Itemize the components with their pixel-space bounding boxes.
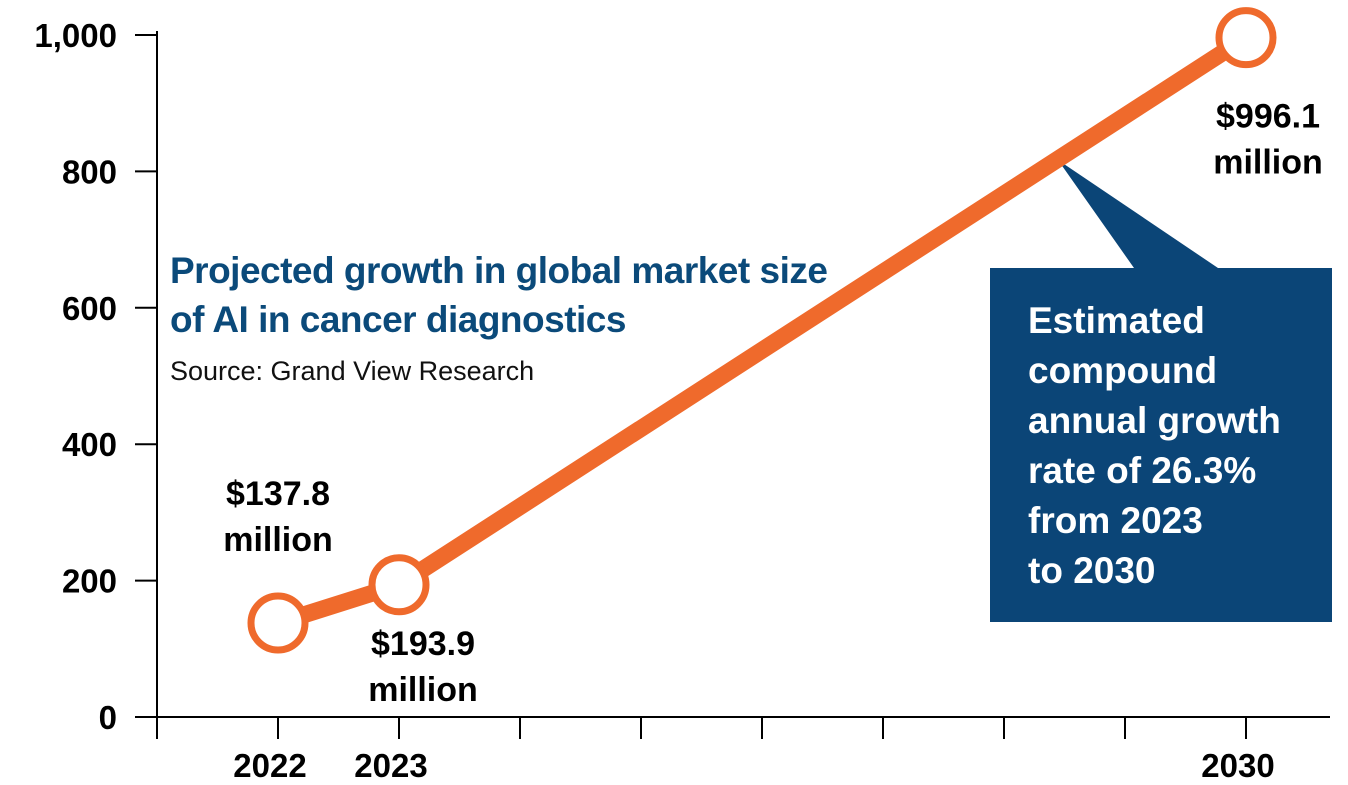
- data-point-marker: [368, 554, 430, 616]
- data-labels: $137.8 million $193.9 million $996.1 million: [223, 98, 1323, 709]
- data-label: $996.1 million: [1213, 98, 1323, 182]
- data-point-marker: [1215, 7, 1277, 69]
- y-tick-label: 200: [62, 563, 117, 600]
- x-tick-label: 2023: [354, 747, 427, 784]
- series-group: [247, 7, 1277, 654]
- data-point-marker: [247, 592, 309, 654]
- chart-source: Source: Grand View Research: [170, 356, 535, 386]
- callout-text: Estimated compound annual growth rate of…: [1028, 300, 1281, 591]
- y-tick-label: 800: [62, 153, 117, 190]
- x-tick-label: 2022: [233, 747, 306, 784]
- data-label: $137.8 million: [223, 475, 333, 559]
- y-tick-label: 600: [62, 290, 117, 327]
- axes: 0 200 400 600 800 1,000 2022 2023 2030: [34, 17, 1330, 784]
- y-tick-label: 0: [99, 699, 117, 736]
- y-tick-label: 1,000: [34, 17, 117, 54]
- data-label: $193.9 million: [368, 625, 478, 709]
- callout-box: [990, 160, 1332, 622]
- x-tick-label: 2030: [1201, 747, 1274, 784]
- y-tick-label: 400: [62, 426, 117, 463]
- chart-title: Projected growth in global market size o…: [170, 250, 828, 340]
